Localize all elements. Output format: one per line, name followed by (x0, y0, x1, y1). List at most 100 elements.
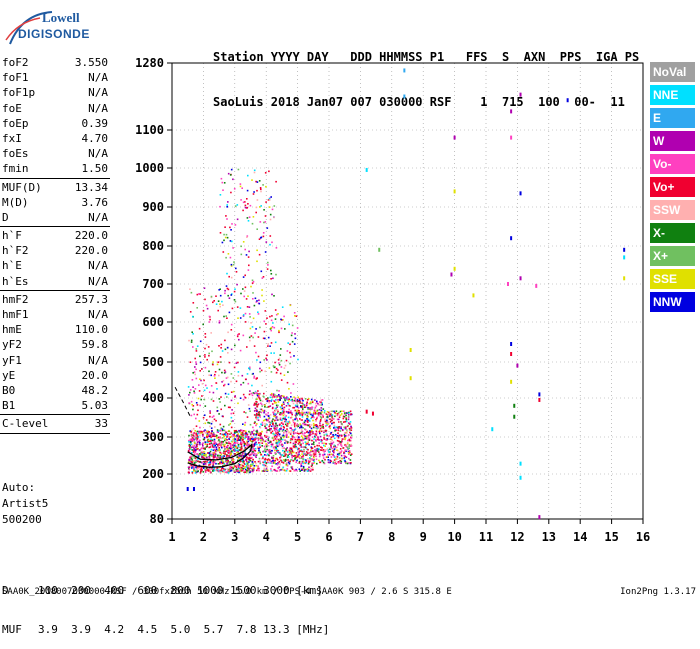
echo-point (255, 403, 258, 405)
echo-point (244, 434, 247, 437)
echo-point (208, 374, 210, 376)
echo-point (309, 435, 311, 437)
echo-point (294, 418, 296, 420)
isolated-echo (623, 276, 626, 281)
echo-point (295, 454, 297, 457)
echo-point (193, 470, 195, 472)
echo-point (202, 416, 205, 419)
echo-point (276, 406, 278, 408)
echo-point (212, 452, 214, 454)
echo-point (193, 444, 196, 447)
echo-point (214, 442, 217, 444)
echo-point (347, 418, 350, 421)
echo-point (237, 463, 240, 465)
echo-point (244, 378, 247, 381)
echo-point (264, 434, 266, 437)
param-value: 48.2 (81, 383, 109, 397)
echo-point (228, 429, 230, 432)
echo-point (276, 440, 279, 443)
echo-point (237, 467, 240, 470)
echo-point (233, 435, 235, 437)
echo-point (243, 462, 246, 465)
echo-point (313, 441, 315, 444)
echo-point (327, 453, 329, 456)
echo-point (217, 361, 219, 363)
echo-point (343, 454, 346, 457)
echo-point (291, 438, 294, 441)
echo-point (274, 462, 276, 464)
echo-point (287, 429, 289, 432)
echo-point (252, 392, 255, 394)
echo-point (317, 426, 320, 429)
echo-point (280, 359, 283, 362)
echo-point (337, 461, 339, 464)
echo-point (344, 420, 347, 423)
isolated-echo (403, 68, 406, 73)
echo-point (322, 423, 324, 426)
echo-point (214, 460, 216, 462)
echo-point (252, 452, 255, 455)
echo-point (221, 467, 223, 470)
echo-point (211, 454, 213, 456)
echo-point (282, 428, 285, 431)
echo-point (255, 432, 258, 435)
echo-point (226, 468, 229, 470)
echo-point (254, 297, 257, 300)
echo-point (320, 404, 323, 406)
echo-point (221, 241, 224, 244)
echo-point (316, 425, 319, 428)
echo-point (278, 451, 280, 454)
header-values: SaoLuis 2018 Jan07 007 030000 RSF 1 715 … (213, 95, 625, 109)
echo-point (199, 378, 201, 380)
echo-point (283, 400, 286, 403)
echo-point (275, 313, 278, 316)
echo-point (272, 457, 275, 459)
echo-point (232, 178, 234, 181)
echo-point (229, 240, 232, 242)
echo-point (307, 439, 310, 441)
echo-point (235, 271, 238, 273)
echo-point (254, 404, 256, 406)
echo-point (189, 311, 192, 313)
echo-point (226, 396, 228, 398)
echo-point (289, 447, 292, 450)
echo-point (320, 399, 323, 401)
echo-point (188, 434, 190, 437)
echo-point (255, 434, 257, 436)
echo-point (266, 268, 269, 270)
echo-point (229, 433, 231, 435)
echo-point (250, 440, 252, 442)
echo-point (306, 402, 308, 405)
echo-point (236, 218, 239, 221)
echo-point (194, 357, 196, 360)
echo-point (282, 414, 285, 417)
echo-point (243, 396, 246, 398)
echo-point (213, 444, 215, 447)
echo-point (220, 452, 222, 454)
echo-point (239, 436, 242, 439)
echo-point (199, 453, 201, 455)
echo-point (212, 464, 214, 466)
echo-point (247, 382, 250, 385)
echo-point (197, 460, 200, 463)
echo-point (206, 430, 209, 433)
echo-point (336, 458, 339, 460)
echo-point (232, 461, 235, 464)
echo-point (244, 204, 247, 207)
echo-point (341, 457, 343, 460)
echo-point (242, 276, 245, 278)
echo-point (244, 206, 247, 209)
echo-point (216, 410, 219, 412)
echo-point (283, 450, 286, 453)
echo-point (247, 468, 249, 471)
echo-point (195, 363, 198, 365)
echo-point (326, 411, 329, 413)
echo-point (192, 434, 195, 437)
echo-point (194, 457, 197, 460)
echo-point (294, 428, 297, 430)
legend-item-sse: SSE (650, 269, 695, 289)
echo-point (269, 213, 272, 216)
echo-point (292, 435, 294, 438)
echo-point (301, 406, 303, 409)
echo-point (256, 423, 258, 425)
